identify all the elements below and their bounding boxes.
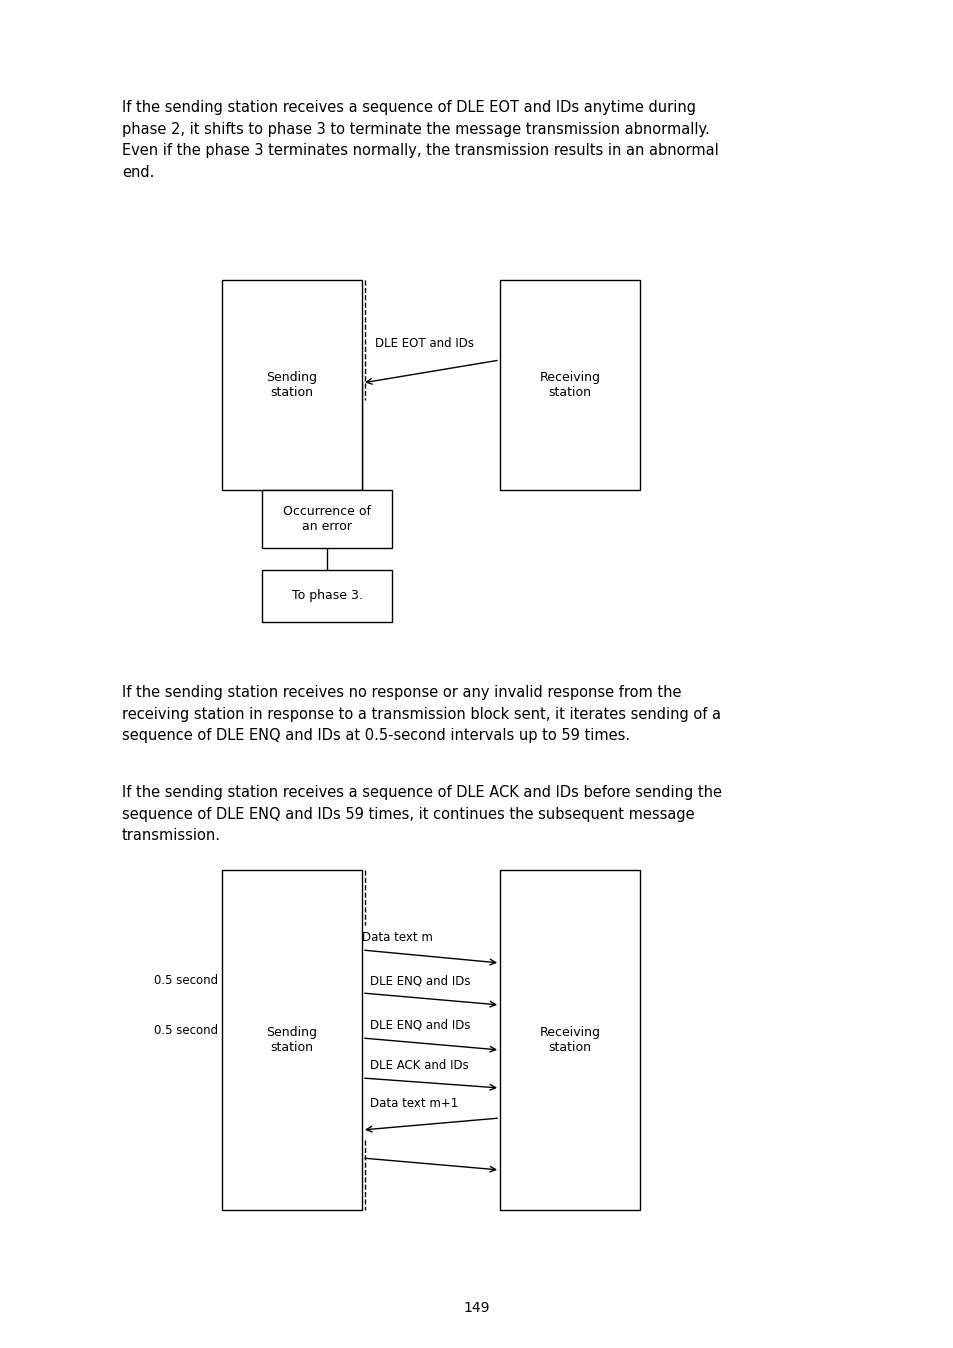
Text: If the sending station receives no response or any invalid response from the
rec: If the sending station receives no respo… (122, 685, 720, 743)
Text: DLE EOT and IDs: DLE EOT and IDs (375, 337, 474, 350)
Text: Receiving
station: Receiving station (539, 1026, 599, 1054)
Text: Data text m: Data text m (361, 931, 433, 944)
Text: Receiving
station: Receiving station (539, 371, 599, 399)
FancyBboxPatch shape (222, 280, 361, 491)
Text: Sending
station: Sending station (266, 371, 317, 399)
Text: Occurrence of
an error: Occurrence of an error (283, 506, 371, 532)
Text: Sending
station: Sending station (266, 1026, 317, 1054)
Text: Data text m+1: Data text m+1 (370, 1097, 457, 1109)
FancyBboxPatch shape (262, 491, 392, 549)
Text: To phase 3.: To phase 3. (292, 589, 362, 603)
Text: 0.5 second: 0.5 second (153, 973, 218, 987)
FancyBboxPatch shape (499, 280, 639, 491)
Text: If the sending station receives a sequence of DLE EOT and IDs anytime during
pha: If the sending station receives a sequen… (122, 100, 718, 179)
FancyBboxPatch shape (262, 570, 392, 621)
Text: If the sending station receives a sequence of DLE ACK and IDs before sending the: If the sending station receives a sequen… (122, 785, 721, 844)
Text: 149: 149 (463, 1301, 490, 1316)
Text: DLE ENQ and IDs: DLE ENQ and IDs (370, 975, 470, 987)
Text: DLE ENQ and IDs: DLE ENQ and IDs (370, 1019, 470, 1033)
Text: DLE ACK and IDs: DLE ACK and IDs (370, 1060, 468, 1072)
Text: 0.5 second: 0.5 second (153, 1023, 218, 1037)
FancyBboxPatch shape (499, 869, 639, 1211)
FancyBboxPatch shape (222, 869, 361, 1211)
